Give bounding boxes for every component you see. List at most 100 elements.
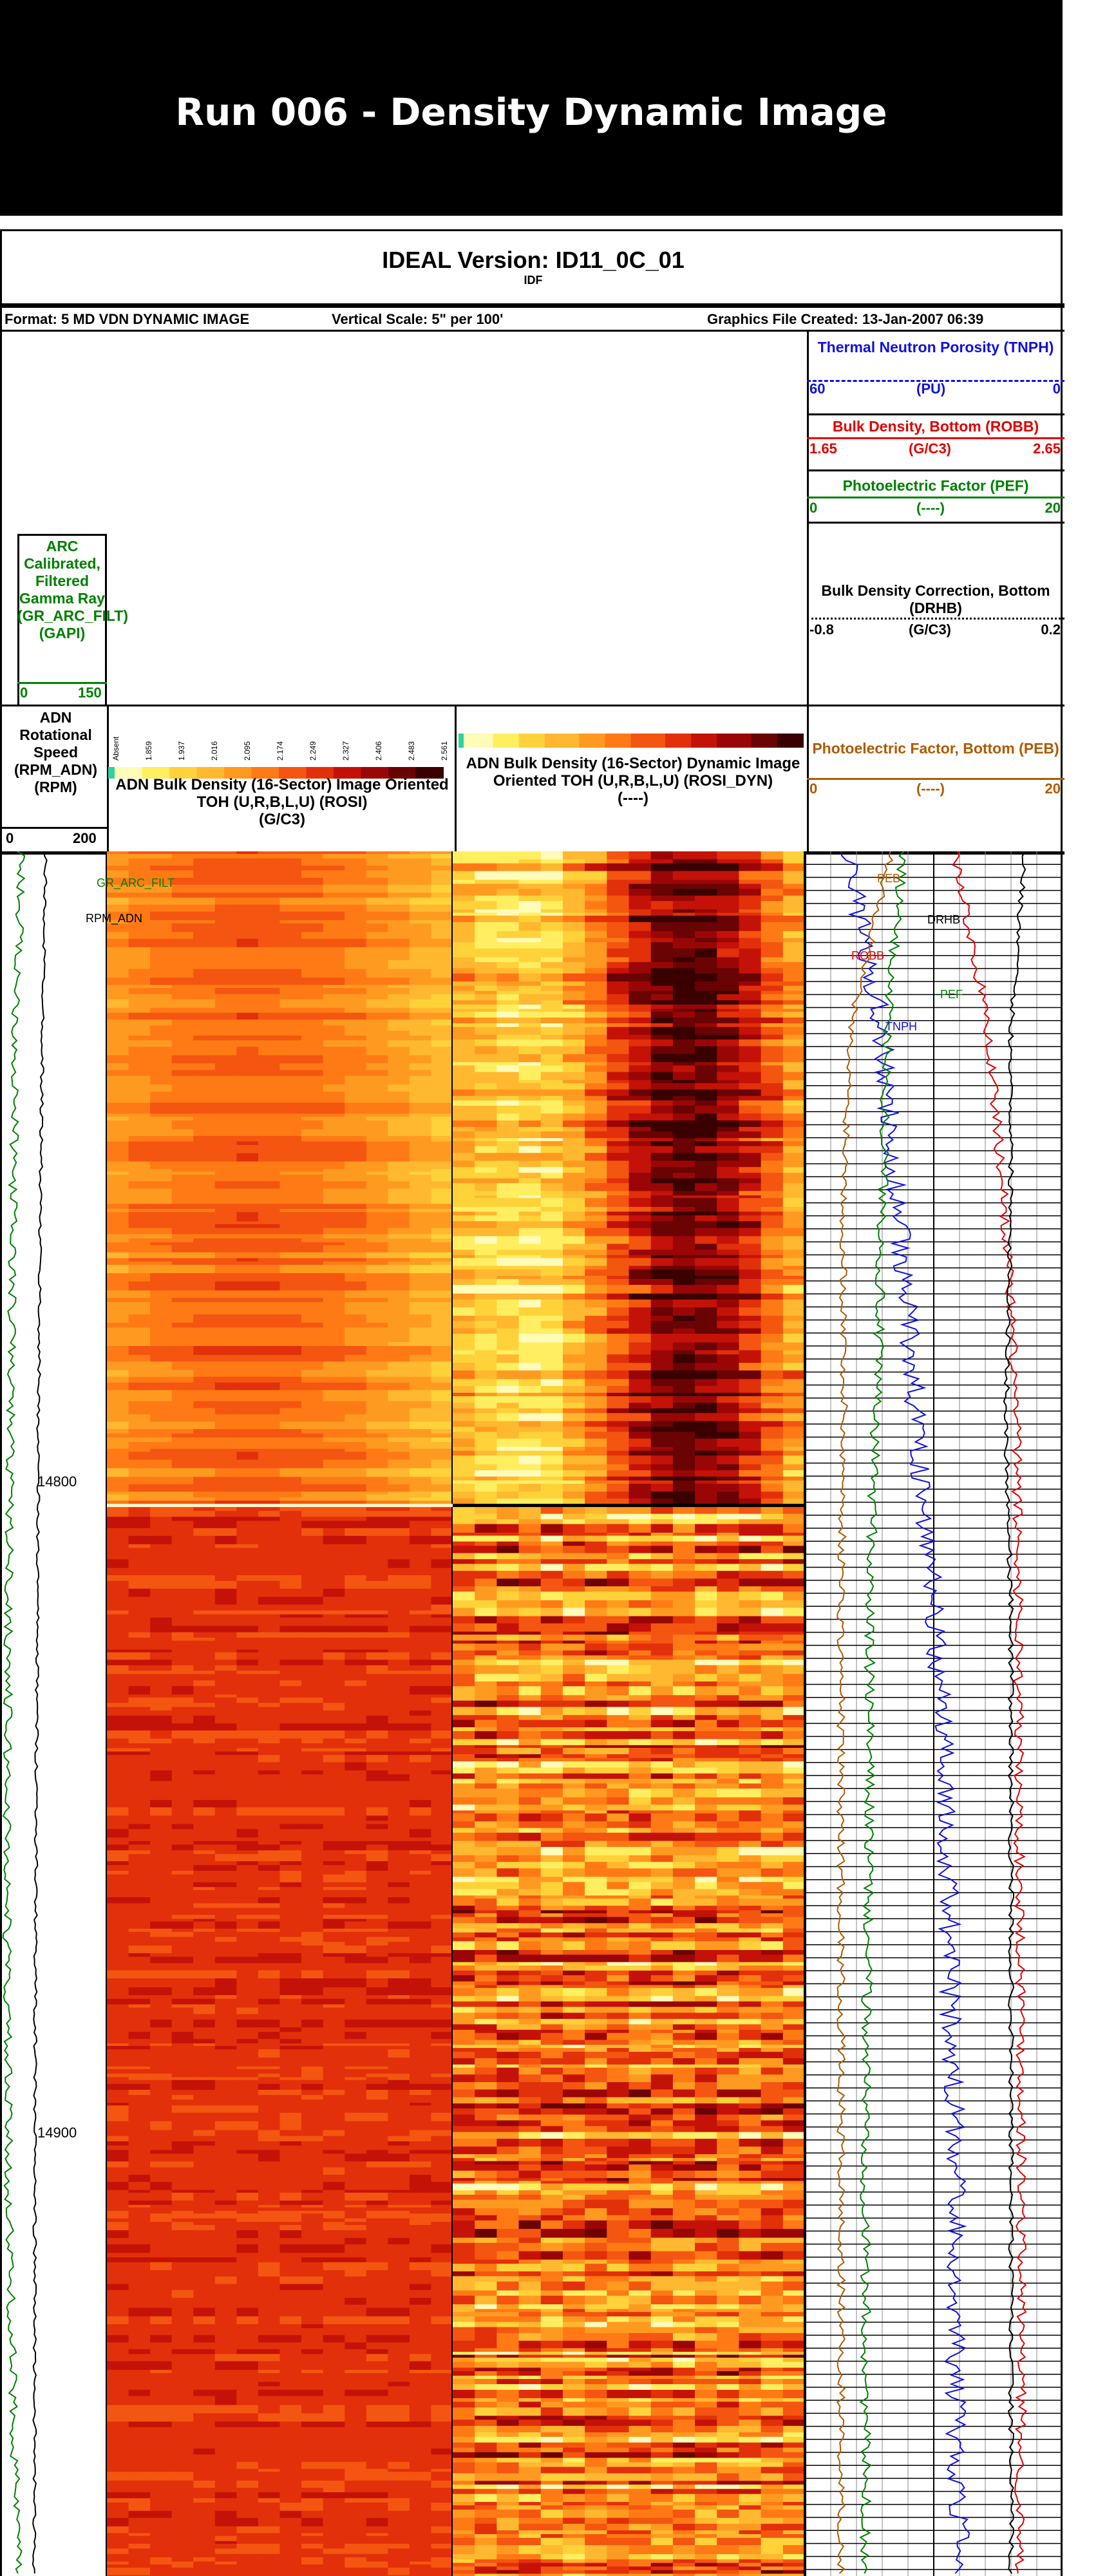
dynamic-colorbar-swatch [674,734,683,748]
static-image-cell [345,1302,367,1311]
static-image-cell [214,1632,238,1638]
static-image-cell [279,2105,303,2114]
static-image-cell [409,1298,432,1303]
static-image-cell [128,1497,151,1502]
static-image-cell [388,1918,410,1922]
static-image-cell [193,1824,216,1830]
dynamic-image-cell [650,889,674,896]
static-image-cell [279,1604,303,1611]
static-image-cell [431,1874,453,1883]
static-image-cell [258,1956,281,1964]
static-image-cell [431,1596,453,1605]
static-image-cell [409,1963,432,1971]
static-image-cell [128,1224,151,1229]
static-image-cell [236,1346,259,1356]
static-image-cell [236,2192,259,2202]
static-image-cell [279,1921,303,1929]
static-image-cell [236,1141,259,1146]
static-image-cell [279,1853,303,1862]
static-image-cell [388,2112,410,2122]
static-image-cell [128,2213,151,2219]
static-image-cell [409,1942,432,1947]
static-image-cell [388,1575,410,1582]
static-image-cell [323,1762,346,1772]
static-image-cell [214,1354,238,1363]
static-image-cell [193,1931,216,1938]
static-image-cell [409,952,432,961]
static-image-cell [409,2103,432,2107]
static-image-cell [366,2468,389,2473]
static-image-cell [409,2112,432,2122]
static-image-cell [128,2174,151,2183]
static-image-cell [107,1055,129,1065]
static-image-cell [279,1649,303,1653]
dynamic-image-cell [629,851,652,860]
static-image-cell [388,1686,410,1696]
static-image-cell [301,1036,324,1041]
static-image-cell [388,1252,410,1259]
static-image-cell [150,1567,173,1576]
static-image-cell [279,1448,303,1453]
static-image-cell [366,1212,389,1216]
static-image-cell [409,1477,432,1485]
static-image-cell [409,947,432,953]
static-image-cell [171,2161,194,2168]
static-image-cell [409,1978,432,1988]
static-image-cell [279,1497,303,1502]
static-image-cell [279,1144,303,1154]
static-image-cell [366,1084,389,1093]
static-image-cell [214,1224,238,1229]
static-image-cell [431,2557,453,2562]
static-image-cell [150,994,173,1000]
static-image-cell [388,1075,410,1086]
static-image-cell [258,878,281,886]
static-image-cell [150,1824,173,1830]
static-image-cell [409,1707,432,1712]
static-image-cell [171,2099,194,2104]
static-image-cell [323,2154,346,2163]
static-image-cell [323,1120,346,1130]
static-image-cell [236,2557,259,2562]
static-image-cell [388,1007,410,1014]
static-image-cell [107,1548,129,1552]
static-image-cell [323,884,346,894]
pef-right: 20 [1045,500,1061,516]
static-image-cell [128,1492,151,1495]
static-image-cell [345,1548,367,1552]
static-image-cell [409,2057,432,2067]
static-image-cell [193,2334,216,2344]
static-image-cell [323,1660,346,1666]
static-image-cell [409,2204,432,2208]
static-image-cell [107,1507,129,1512]
static-image-cell [107,1135,129,1142]
static-image-cell [409,1551,432,1560]
static-image-cell [409,2396,432,2406]
static-image-cell [366,2213,389,2219]
static-image-cell [345,2253,367,2259]
static-image-cell [409,963,432,970]
static-image-cell [193,960,216,965]
static-image-cell [107,2213,129,2219]
static-image-cell [279,1987,303,1996]
dynamic-image-cell [518,859,542,864]
static-image-cell [107,1956,129,1964]
static-image-cell [107,2145,129,2151]
static-image-cell [236,1987,259,1996]
static-image-cell [323,2004,346,2009]
static-image-cell [409,2498,432,2503]
static-image-cell [323,1181,346,1189]
static-image-cell [107,1408,129,1416]
static-image-cell [409,2222,432,2226]
dynamic-colorbar-swatch [518,734,528,748]
static-image-cell [388,2099,410,2104]
static-image-cell [258,1535,281,1545]
static-image-cell [107,2077,129,2081]
static-image-cell [150,2049,173,2058]
static-image-cell [150,1963,173,1971]
dynamic-image-cell [672,880,696,885]
static-image-cell [258,1227,281,1235]
static-image-cell [258,1103,281,1112]
static-image-cell [279,988,303,995]
curve-header-divider [807,330,809,853]
static-image-cell [236,1019,259,1027]
